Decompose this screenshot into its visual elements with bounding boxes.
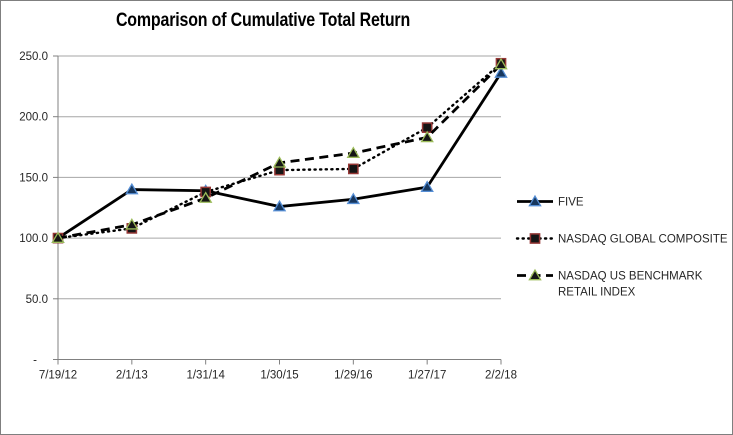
- legend-label: NASDAQ US BENCHMARK: [558, 271, 703, 283]
- data-point-marker: [198, 191, 213, 203]
- series-nasdaq-global-composite: [52, 57, 507, 244]
- data-point-marker: [420, 130, 434, 143]
- x-axis-tick-label: 7/19/12: [39, 370, 77, 382]
- data-point-marker: [528, 194, 542, 207]
- y-axis-tick-label: 200.0: [19, 112, 48, 124]
- data-point-marker: [494, 66, 508, 78]
- x-axis-tick-label: 1/30/15: [260, 370, 298, 382]
- series-line: [57, 72, 503, 240]
- legend-label: RETAIL INDEX: [558, 287, 636, 299]
- data-point-marker: [420, 180, 434, 192]
- series-nasdaq-us-benchmark-retail-index: [51, 57, 508, 243]
- y-axis-tick-label: 100.0: [19, 233, 48, 245]
- data-point-marker: [272, 199, 287, 212]
- series-line: [57, 63, 502, 240]
- data-point-marker: [125, 182, 139, 195]
- data-point-marker: [125, 218, 139, 230]
- data-point-marker: [529, 233, 541, 244]
- data-point-marker: [528, 268, 542, 281]
- data-point-marker: [346, 192, 361, 205]
- data-point-marker: [272, 156, 287, 168]
- x-axis-tick-label: 2/1/13: [116, 370, 148, 382]
- y-axis-tick-label: 150.0: [19, 172, 48, 184]
- series-line: [56, 62, 503, 240]
- legend-label: NASDAQ GLOBAL COMPOSITE: [558, 234, 728, 246]
- y-axis-tick-label: 50.0: [26, 294, 48, 306]
- x-axis-tick-label: 1/29/16: [334, 370, 372, 382]
- legend-label: FIVE: [558, 197, 584, 209]
- legend-item-five: FIVE: [517, 194, 584, 209]
- data-point-marker: [494, 57, 508, 70]
- x-axis-tick-label: 1/27/17: [408, 370, 446, 382]
- data-point-marker: [346, 146, 361, 158]
- y-axis-tick-label: -: [33, 355, 37, 367]
- legend-item-nasdaq-us-benchmark-retail-index: NASDAQ US BENCHMARK RETAIL INDEX: [517, 268, 703, 299]
- data-point-marker: [51, 231, 65, 243]
- data-point-marker: [347, 163, 359, 175]
- x-axis-tick-label: 2/2/18: [485, 370, 517, 382]
- legend-item-nasdaq-global-composite: NASDAQ GLOBAL COMPOSITE: [515, 233, 728, 246]
- y-axis-tick-label: 250.0: [19, 51, 48, 63]
- chart-title: Comparison of Cumulative Total Return: [115, 10, 411, 31]
- x-axis-tick-label: 1/31/14: [186, 370, 225, 382]
- series-five: [51, 66, 508, 243]
